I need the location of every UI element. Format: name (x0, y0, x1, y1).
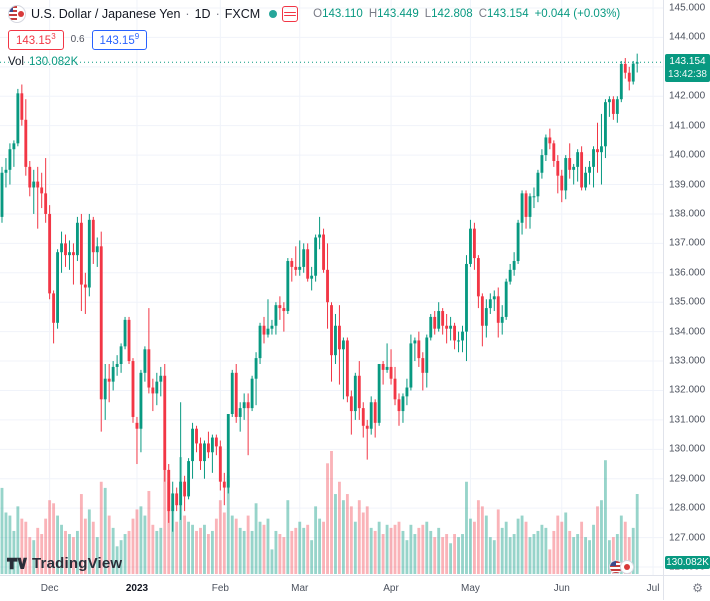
price-tick-label: 144.000 (669, 31, 706, 43)
ohlc-legend: O143.110 H143.449 L142.808 C143.154 +0.044 (… (313, 8, 621, 20)
buy-sell-row: 143.153 0.6 143.159 (8, 30, 620, 50)
price-tick-label: 128.000 (669, 502, 706, 514)
time-tick-label: 2023 (125, 583, 149, 594)
price-tick-label: 137.000 (669, 237, 706, 249)
volume-label: Vol (8, 55, 24, 68)
spread-value: 0.6 (70, 34, 85, 46)
time-tick-label: Apr (383, 583, 399, 594)
provider-logo-icon (282, 6, 299, 22)
volume-value: 130.082K (29, 55, 79, 68)
price-tick-label: 135.000 (669, 296, 706, 308)
price-tick-label: 132.000 (669, 384, 706, 396)
tradingview-logo[interactable]: TradingView (6, 553, 122, 574)
sell-price-button[interactable]: 143.153 (8, 30, 64, 50)
price-tick-label: 131.000 (669, 414, 706, 426)
time-axis[interactable]: Dec 2023 Feb Mar Apr May Jun Jul (0, 575, 710, 601)
last-price-badge: 143.154 13:42:38 (665, 54, 710, 83)
economic-event-icons[interactable] (609, 560, 634, 574)
price-axis[interactable]: 143.154 13:42:38 130.082K 145.000 144.000… (663, 0, 710, 575)
price-tick-label: 130.000 (669, 443, 706, 455)
price-tick-label: 140.000 (669, 149, 706, 161)
exchange-label[interactable]: FXCM (224, 7, 261, 21)
last-price-value: 143.154 (669, 56, 706, 68)
time-tick-label: Mar (291, 583, 309, 594)
price-tick-label: 139.000 (669, 179, 706, 191)
event-flag-jp-icon[interactable] (620, 560, 634, 574)
price-tick-label: 142.000 (669, 90, 706, 102)
time-tick-label: Feb (211, 583, 229, 594)
price-tick-label: 127.000 (669, 532, 706, 544)
tradingview-wordmark: TradingView (32, 555, 123, 572)
price-tick-label: 141.000 (669, 120, 706, 132)
realtime-dot-icon (269, 10, 278, 18)
price-tick-label: 134.000 (669, 326, 706, 338)
volume-legend-row: Vol 130.082K (8, 56, 620, 68)
axis-corner: ⚙ (663, 575, 710, 600)
interval-label[interactable]: 1D (194, 7, 211, 21)
us-jp-flag-icon[interactable] (8, 5, 26, 23)
price-tick-label: 129.000 (669, 473, 706, 485)
candlestick-chart[interactable] (0, 0, 663, 575)
legend-row-symbol: U.S. Dollar / Japanese Yen · 1D · FXCM O… (8, 5, 620, 23)
price-tick-label: 133.000 (669, 355, 706, 367)
chart-plot-area[interactable]: U.S. Dollar / Japanese Yen · 1D · FXCM O… (0, 0, 663, 575)
time-tick-label: Jun (553, 583, 570, 594)
volume-badge: 130.082K (665, 556, 710, 569)
price-tick-label: 138.000 (669, 208, 706, 220)
axis-settings-gear-icon[interactable]: ⚙ (692, 580, 703, 595)
time-tick-label: Jul (646, 583, 660, 594)
separator: · (215, 7, 220, 21)
tradingview-mark-icon (6, 557, 27, 570)
legend: U.S. Dollar / Japanese Yen · 1D · FXCM O… (8, 5, 620, 68)
price-tick-label: 145.000 (669, 2, 706, 14)
event-flag-us-icon[interactable] (609, 560, 623, 574)
bar-countdown: 13:42:38 (668, 69, 707, 81)
time-tick-label: May (460, 583, 480, 594)
symbol-title[interactable]: U.S. Dollar / Japanese Yen (31, 7, 181, 21)
time-tick-label: Dec (40, 583, 59, 594)
separator: · (185, 7, 190, 21)
price-tick-label: 136.000 (669, 267, 706, 279)
buy-price-button[interactable]: 143.159 (91, 30, 148, 50)
change-value: +0.044 (+0.03%) (534, 8, 621, 20)
